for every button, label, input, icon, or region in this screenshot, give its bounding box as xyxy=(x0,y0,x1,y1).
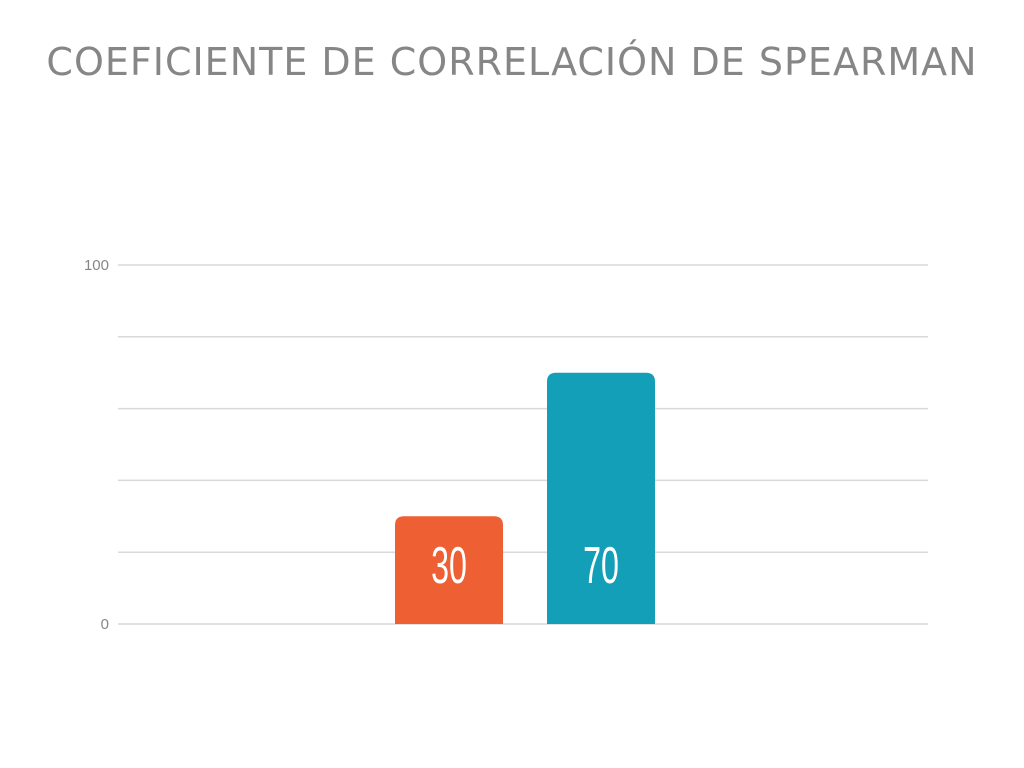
bar-value-label: 70 xyxy=(583,537,619,595)
y-tick-label: 100 xyxy=(84,257,109,274)
chart-title: COEFICIENTE DE CORRELACIÓN DE SPEARMAN xyxy=(46,40,978,84)
bar-value-label: 30 xyxy=(431,537,467,595)
bar-2 xyxy=(547,372,655,624)
bar-1 xyxy=(395,516,503,624)
y-tick-label: 0 xyxy=(101,616,109,633)
